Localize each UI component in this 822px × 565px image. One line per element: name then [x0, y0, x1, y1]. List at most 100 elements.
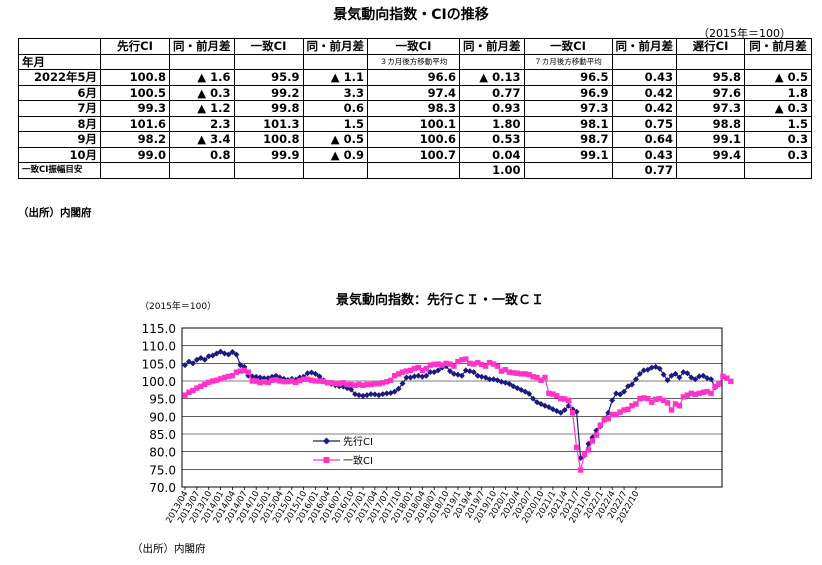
data-point-coincident-ci: [613, 411, 619, 418]
data-point-coincident-ci: [253, 378, 259, 384]
table-cell: 98.8: [676, 115, 745, 132]
data-point-coincident-ci: [676, 403, 683, 409]
data-point-leading-ci: [189, 360, 196, 367]
data-point-coincident-ci: [467, 360, 473, 367]
data-point-leading-ci: [632, 376, 639, 383]
data-point-coincident-ci: [514, 370, 520, 376]
table-cell: 99.1: [676, 131, 745, 148]
data-point-leading-ci: [253, 373, 260, 380]
data-point-coincident-ci: [364, 381, 370, 388]
data-point-leading-ci: [640, 367, 647, 374]
data-point-leading-ci: [356, 392, 363, 399]
y-tick-label: 115.0: [142, 322, 176, 336]
table-cell: ▲ 1.2: [169, 100, 235, 117]
data-point-leading-ci: [545, 404, 552, 411]
y-tick-label: 80.0: [149, 446, 176, 460]
data-point-coincident-ci: [407, 367, 414, 374]
y-tick-label: 95.0: [149, 393, 176, 407]
table-cell: 1.8: [744, 84, 812, 101]
data-point-coincident-ci: [427, 362, 433, 368]
data-point-leading-ci: [379, 391, 386, 398]
data-point-coincident-ci: [649, 399, 655, 405]
data-point-coincident-ci: [245, 369, 251, 375]
data-point-coincident-ci: [328, 380, 335, 386]
data-point-coincident-ci: [293, 379, 299, 386]
table-cell: ▲ 1.1: [302, 69, 368, 86]
header-coincident-ci-3m: 一致CI: [367, 38, 460, 55]
data-point-leading-ci: [462, 367, 469, 374]
ci-table: 先行CI 同・前月差 一致CI 同・前月差 一致CI 同・前月差 一致CI 同・…: [18, 38, 812, 179]
data-point-leading-ci: [648, 364, 655, 371]
y-tick-label: 85.0: [149, 428, 176, 442]
data-point-coincident-ci: [724, 375, 730, 381]
data-point-coincident-ci: [708, 390, 714, 397]
data-point-leading-ci: [656, 365, 663, 372]
data-point-coincident-ci: [221, 374, 228, 381]
data-point-leading-ci: [367, 391, 374, 398]
data-point-coincident-ci: [202, 381, 208, 388]
data-point-leading-ci: [696, 373, 703, 380]
data-point-leading-ci: [233, 351, 240, 358]
data-point-coincident-ci: [565, 397, 572, 404]
table-body: 2022年5月 100.8 ▲ 1.6 95.9 ▲ 1.1 96.6 ▲ 0.13 96.5…: [18, 69, 812, 163]
data-point-leading-ci: [403, 374, 410, 381]
data-point-leading-ci: [229, 349, 236, 356]
data-point-coincident-ci: [213, 377, 220, 383]
data-point-coincident-ci: [542, 374, 548, 381]
table-header-row: 先行CI 同・前月差 一致CI 同・前月差 一致CI 同・前月差 一致CI 同・…: [18, 38, 812, 55]
data-point-leading-ci: [411, 373, 418, 380]
legend-marker: [323, 457, 330, 463]
data-point-coincident-ci: [502, 366, 509, 373]
row-label: 2022年5月: [18, 69, 101, 86]
header-leading-ci: 先行CI: [100, 38, 170, 55]
data-point-leading-ci: [450, 370, 457, 377]
legend-label: 先行CI: [343, 435, 373, 448]
data-point-coincident-ci: [668, 407, 675, 413]
table-cell: 95.8: [676, 69, 745, 86]
data-point-coincident-ci: [704, 388, 710, 395]
data-point-leading-ci: [708, 376, 715, 383]
data-point-coincident-ci: [411, 365, 418, 372]
data-point-coincident-ci: [348, 381, 354, 388]
data-point-coincident-ci: [194, 385, 200, 391]
data-point-leading-ci: [684, 370, 691, 377]
table-title: 景気動向指数・CIの推移: [333, 7, 489, 23]
table-cell: 0.3: [744, 131, 812, 148]
data-point-coincident-ci: [229, 373, 236, 379]
data-point-coincident-ci: [198, 383, 204, 389]
data-point-coincident-ci: [546, 390, 552, 397]
chart-base-note: （2015年＝100）: [140, 300, 216, 312]
table-cell: ▲ 0.3: [744, 100, 812, 117]
data-point-coincident-ci: [289, 378, 295, 384]
data-point-coincident-ci: [455, 358, 461, 365]
data-point-leading-ci: [312, 370, 319, 377]
data-point-coincident-ci: [522, 371, 528, 377]
data-point-coincident-ci: [463, 356, 469, 362]
data-point-coincident-ci: [498, 368, 505, 374]
data-point-coincident-ci: [447, 361, 453, 367]
data-point-coincident-ci: [459, 357, 465, 363]
data-point-coincident-ci: [605, 416, 611, 422]
data-point-coincident-ci: [573, 444, 580, 451]
data-point-coincident-ci: [506, 369, 513, 375]
plot-frame: [181, 327, 723, 488]
data-point-coincident-ci: [510, 370, 517, 376]
data-point-coincident-ci: [589, 438, 596, 444]
data-point-coincident-ci: [237, 368, 244, 374]
data-point-coincident-ci: [597, 422, 604, 428]
header-diff: 同・前月差: [169, 38, 235, 55]
data-point-leading-ci: [486, 376, 493, 383]
data-point-coincident-ci: [629, 403, 635, 409]
data-point-coincident-ci: [340, 380, 346, 386]
data-point-coincident-ci: [304, 376, 311, 382]
data-point-coincident-ci: [439, 362, 445, 368]
data-point-coincident-ci: [241, 367, 248, 374]
data-point-coincident-ci: [633, 401, 639, 407]
data-point-coincident-ci: [352, 382, 358, 388]
data-point-leading-ci: [201, 356, 208, 363]
table-guide-row: 一致CI振幅目安 1.00 0.77: [18, 162, 812, 179]
data-point-coincident-ci: [273, 377, 279, 383]
y-tick-label: 105.0: [142, 357, 176, 371]
data-point-coincident-ci: [190, 387, 196, 394]
